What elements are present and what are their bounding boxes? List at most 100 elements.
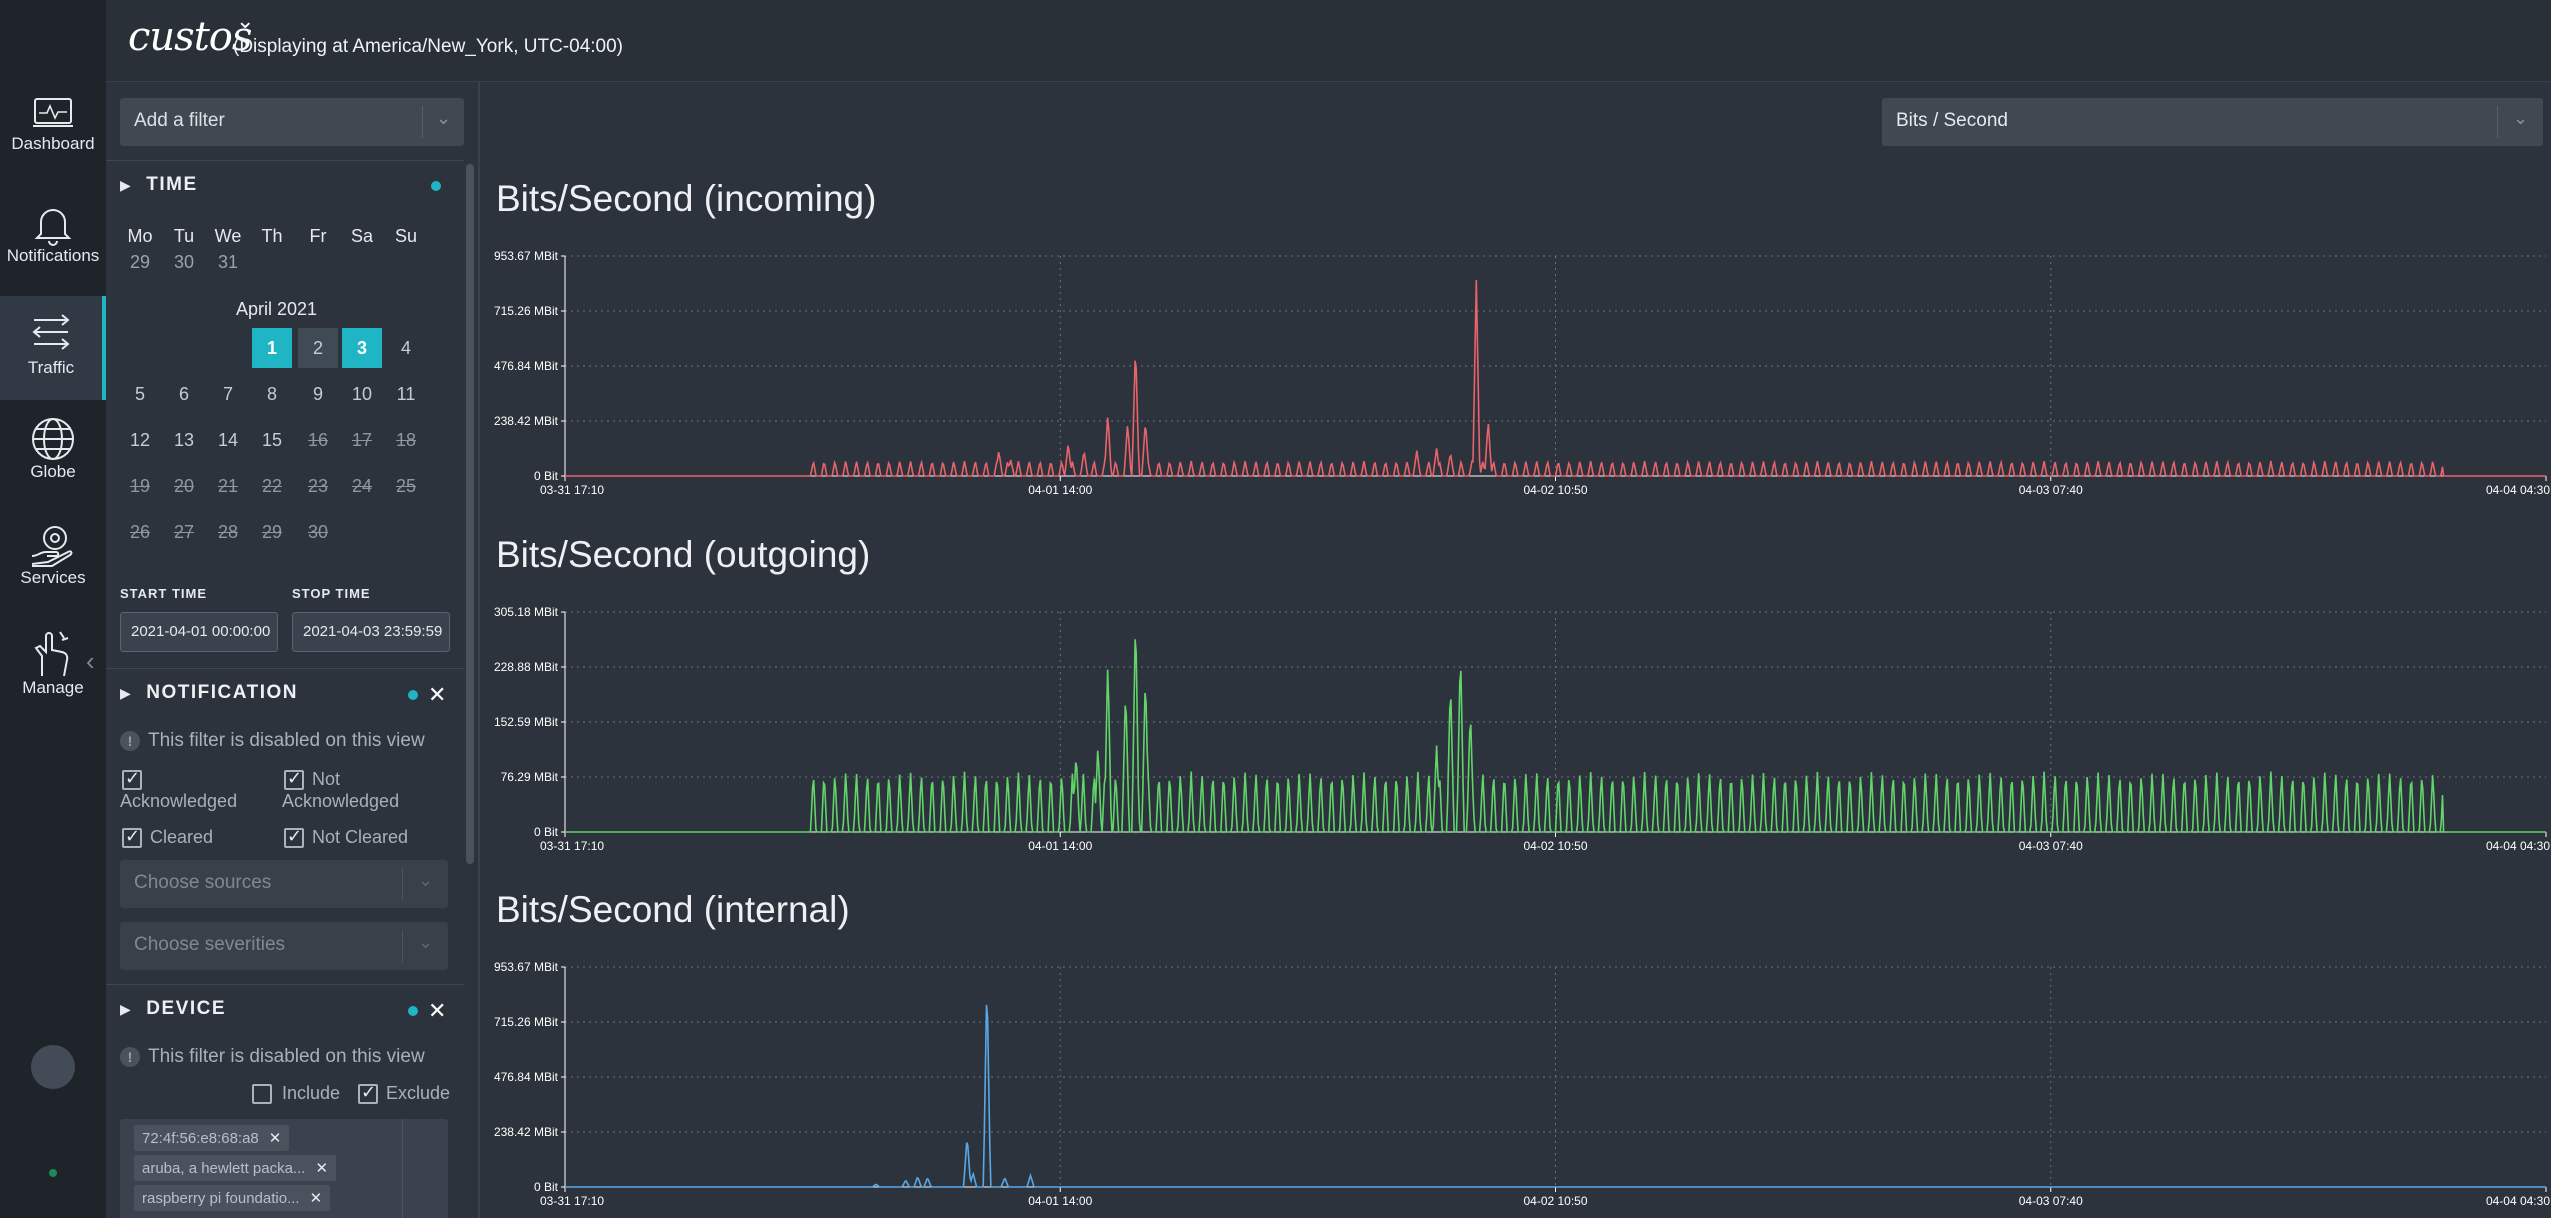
calendar-day[interactable]: 12 — [129, 430, 151, 450]
chevron-down-icon[interactable]: ⌄ — [402, 930, 448, 962]
remove-tag-icon[interactable]: ✕ — [315, 1160, 329, 1177]
nav-dashboard[interactable]: Dashboard — [0, 96, 106, 200]
manage-icon — [34, 631, 69, 677]
connection-status-dot — [49, 1169, 57, 1177]
x-tick-label: 03-31 17:10 — [540, 483, 604, 497]
dashboard-icon — [33, 98, 73, 127]
nav-traffic[interactable]: Traffic — [0, 296, 106, 400]
x-tick-label: 04-04 04:30 — [2486, 1194, 2550, 1208]
chevron-down-icon[interactable]: ⌄ — [402, 868, 448, 900]
calendar-day[interactable]: 1 — [252, 328, 292, 368]
disabled-filter-note: ! This filter is disabled on this view — [120, 1046, 425, 1068]
disabled-note-text: This filter is disabled on this view — [148, 1046, 425, 1067]
calendar-day: 27 — [173, 522, 195, 542]
disabled-note-text: This filter is disabled on this view — [148, 730, 425, 751]
nav-services-label: Services — [20, 568, 86, 587]
nav-manage[interactable]: Manage — [0, 628, 106, 732]
calendar-day[interactable]: 30 — [173, 252, 195, 272]
cleared-label: Cleared — [150, 827, 214, 847]
filter-sidebar: Add a filter ⌄ ▶ TIME Mo Tu We Th Fr Sa Su 29 30 3… — [106, 82, 480, 1218]
add-filter-select[interactable]: Add a filter ⌄ — [120, 98, 464, 146]
remove-notification-filter-button[interactable]: ✕ — [428, 682, 447, 707]
calendar-day: 20 — [173, 476, 195, 496]
calendar-day[interactable]: 10 — [351, 384, 373, 404]
chevron-down-icon[interactable]: ⌄ — [2497, 106, 2543, 138]
time-section-header[interactable]: ▶ TIME — [120, 174, 198, 200]
y-tick-label: 76.29 MBit — [501, 770, 559, 784]
choose-severities-select[interactable]: Choose severities ⌄ — [120, 922, 448, 970]
calendar-day[interactable]: 7 — [222, 384, 233, 404]
series-line — [565, 279, 2546, 478]
calendar-day[interactable]: 2 — [298, 328, 338, 368]
chart-title-incoming: Bits/Second (incoming) — [496, 178, 877, 219]
unit-select[interactable]: Bits / Second ⌄ — [1882, 98, 2543, 146]
calendar-day[interactable]: 9 — [312, 384, 323, 404]
remove-device-filter-button[interactable]: ✕ — [428, 998, 447, 1023]
disabled-filter-note: ! This filter is disabled on this view — [120, 730, 425, 752]
calendar-day[interactable]: 5 — [134, 384, 145, 404]
calendar-day[interactable]: 14 — [217, 430, 239, 450]
calendar-day[interactable]: 3 — [342, 328, 382, 368]
x-tick-label: 04-01 14:00 — [1028, 483, 1092, 497]
calendar-day: 25 — [395, 476, 417, 496]
acknowledged-checkbox[interactable] — [122, 768, 142, 790]
calendar-day: 19 — [129, 476, 151, 496]
y-tick-label: 953.67 MBit — [494, 249, 559, 263]
calendar-day: 22 — [261, 476, 283, 496]
exclude-label: Exclude — [386, 1083, 451, 1103]
device-tag-label: aruba, a hewlett packa... — [142, 1160, 306, 1177]
chart-title-outgoing: Bits/Second (outgoing) — [496, 534, 871, 575]
notification-section-header[interactable]: ▶ NOTIFICATION — [120, 682, 298, 708]
weekday-label: Th — [261, 226, 283, 246]
collapse-nav-icon[interactable]: ‹ — [86, 646, 95, 676]
calendar-day: 23 — [307, 476, 329, 496]
y-tick-label: 476.84 MBit — [494, 359, 559, 373]
calendar-day[interactable]: 31 — [217, 252, 239, 272]
device-tag: 72:4f:56:e8:68:a8 ✕ — [134, 1125, 290, 1151]
chevron-down-icon[interactable]: ⌄ — [236, 8, 255, 33]
device-tag-box[interactable]: 72:4f:56:e8:68:a8 ✕ aruba, a hewlett pack… — [120, 1119, 448, 1218]
y-tick-label: 476.84 MBit — [494, 1070, 559, 1084]
remove-tag-icon[interactable]: ✕ — [268, 1130, 282, 1147]
calendar-day[interactable]: 6 — [178, 384, 189, 404]
y-tick-label: 0 Bit — [534, 1180, 559, 1194]
remove-tag-icon[interactable]: ✕ — [309, 1190, 323, 1207]
device-tag-label: raspberry pi foundatio... — [142, 1190, 300, 1207]
chevron-down-icon[interactable]: ⌄ — [422, 106, 464, 138]
start-time-input[interactable]: 2021-04-01 00:00:00 — [120, 612, 278, 652]
outgoing-chart: 305.18 MBit 228.88 MBit 152.59 MBit 76.29 M… — [494, 605, 2550, 853]
calendar-day[interactable]: 29 — [129, 252, 151, 272]
sidebar-scrollbar[interactable] — [466, 164, 474, 864]
cleared-checkbox[interactable] — [122, 826, 142, 848]
app-logo[interactable]: custos — [128, 14, 252, 60]
calendar-day[interactable]: 15 — [261, 430, 283, 450]
nav-globe-label: Globe — [30, 462, 76, 481]
x-tick-label: 04-03 07:40 — [2019, 483, 2083, 497]
divider — [402, 1119, 403, 1218]
time-section-title: TIME — [146, 174, 198, 195]
nav-globe[interactable]: Globe — [0, 416, 106, 520]
calendar-day[interactable]: 8 — [266, 384, 277, 404]
choose-sources-select[interactable]: Choose sources ⌄ — [120, 860, 448, 908]
stop-time-label: STOP TIME — [292, 586, 371, 601]
calendar-day[interactable]: 13 — [173, 430, 195, 450]
x-tick-label: 04-01 14:00 — [1028, 839, 1092, 853]
device-section-header[interactable]: ▶ DEVICE — [120, 998, 226, 1024]
x-tick-label: 04-02 10:50 — [1523, 839, 1587, 853]
nav-notifications[interactable]: Notifications — [0, 202, 106, 306]
top-header: custos ⌄ (Displaying at America/New_York… — [106, 0, 2551, 82]
calendar-day[interactable]: 11 — [396, 384, 416, 404]
avatar[interactable] — [31, 1045, 75, 1089]
y-tick-label: 0 Bit — [534, 825, 559, 839]
stop-time-input[interactable]: 2021-04-03 23:59:59 — [292, 612, 450, 652]
incoming-chart: 953.67 MBit 715.26 MBit 476.84 MBit 238.42 … — [494, 249, 2550, 497]
add-filter-placeholder: Add a filter — [134, 110, 225, 131]
not-acknowledged-checkbox[interactable] — [284, 768, 304, 790]
x-tick-label: 04-01 14:00 — [1028, 1194, 1092, 1208]
not-cleared-checkbox[interactable] — [284, 826, 304, 848]
nav-services[interactable]: Services — [0, 522, 106, 626]
include-checkbox[interactable] — [252, 1084, 272, 1104]
weekday-label: Sa — [350, 226, 374, 246]
exclude-checkbox[interactable] — [358, 1082, 378, 1104]
calendar-day[interactable]: 4 — [400, 338, 411, 358]
